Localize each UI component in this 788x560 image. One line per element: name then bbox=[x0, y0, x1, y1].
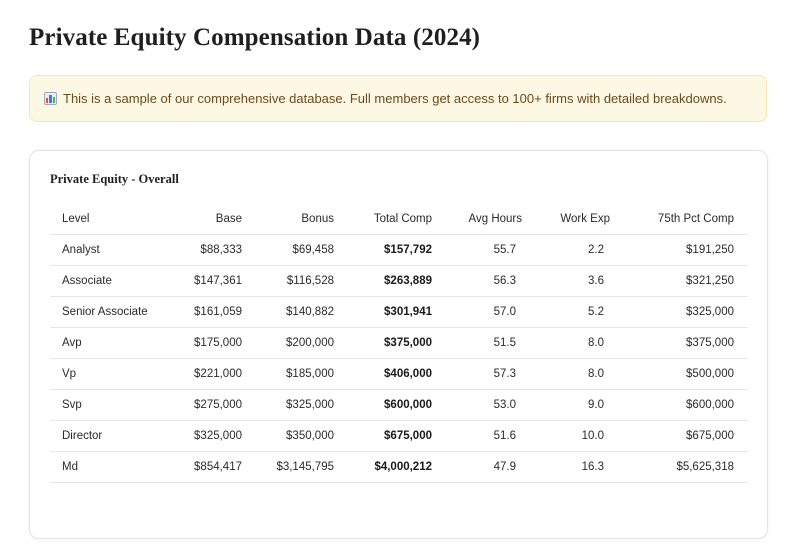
base-cell: $275,000 bbox=[170, 389, 252, 421]
compensation-card: Private Equity - Overall Level Base Bonu… bbox=[29, 150, 768, 539]
avg-hours-cell: 51.5 bbox=[442, 327, 532, 359]
base-cell: $221,000 bbox=[170, 358, 252, 390]
table-row: Md $854,417 $3,145,795 $4,000,212 47.9 16.3 $5… bbox=[50, 451, 748, 483]
page-title: Private Equity Compensation Data (2024) bbox=[29, 24, 481, 51]
total-comp-cell: $675,000 bbox=[344, 420, 442, 452]
table-row: Avp $175,000 $200,000 $375,000 51.5 8.0 $375,0… bbox=[50, 327, 748, 359]
column-header-level: Level bbox=[50, 204, 170, 235]
bonus-cell: $325,000 bbox=[252, 389, 344, 421]
table-row: Senior Associate $161,059 $140,882 $301,941… bbox=[50, 296, 748, 328]
column-header-base: Base bbox=[170, 204, 252, 235]
avg-hours-cell: 56.3 bbox=[442, 265, 532, 297]
bonus-cell: $200,000 bbox=[252, 327, 344, 359]
work-exp-cell: 10.0 bbox=[532, 420, 620, 452]
level-cell: Vp bbox=[50, 358, 170, 390]
p75-comp-cell: $321,250 bbox=[620, 265, 748, 297]
total-comp-cell: $4,000,212 bbox=[344, 451, 442, 483]
avg-hours-cell: 53.0 bbox=[442, 389, 532, 421]
p75-comp-cell: $325,000 bbox=[620, 296, 748, 328]
base-cell: $88,333 bbox=[170, 234, 252, 266]
base-cell: $161,059 bbox=[170, 296, 252, 328]
base-cell: $854,417 bbox=[170, 451, 252, 483]
p75-comp-cell: $675,000 bbox=[620, 420, 748, 452]
p75-comp-cell: $500,000 bbox=[620, 358, 748, 390]
level-cell: Md bbox=[50, 451, 170, 483]
work-exp-cell: 8.0 bbox=[532, 327, 620, 359]
avg-hours-cell: 57.3 bbox=[442, 358, 532, 390]
sample-notice-banner: This is a sample of our comprehensive da… bbox=[29, 75, 767, 122]
table-row: Director $325,000 $350,000 $675,000 51.6 10.0… bbox=[50, 420, 748, 452]
level-cell: Director bbox=[50, 420, 170, 452]
bonus-cell: $185,000 bbox=[252, 358, 344, 390]
work-exp-cell: 3.6 bbox=[532, 265, 620, 297]
p75-comp-cell: $5,625,318 bbox=[620, 451, 748, 483]
card-title: Private Equity - Overall bbox=[50, 172, 179, 186]
column-header-total-comp: Total Comp bbox=[344, 204, 442, 235]
base-cell: $147,361 bbox=[170, 265, 252, 297]
total-comp-cell: $600,000 bbox=[344, 389, 442, 421]
table-header-row: Level Base Bonus Total Comp Avg Hours Wo… bbox=[50, 204, 748, 235]
total-comp-cell: $406,000 bbox=[344, 358, 442, 390]
work-exp-cell: 5.2 bbox=[532, 296, 620, 328]
total-comp-cell: $157,792 bbox=[344, 234, 442, 266]
total-comp-cell: $301,941 bbox=[344, 296, 442, 328]
p75-comp-cell: $375,000 bbox=[620, 327, 748, 359]
level-cell: Analyst bbox=[50, 234, 170, 266]
table-body: Analyst $88,333 $69,458 $157,792 55.7 2.2 $191… bbox=[50, 234, 748, 483]
p75-comp-cell: $191,250 bbox=[620, 234, 748, 266]
level-cell: Associate bbox=[50, 265, 170, 297]
work-exp-cell: 8.0 bbox=[532, 358, 620, 390]
work-exp-cell: 16.3 bbox=[532, 451, 620, 483]
table-row: Vp $221,000 $185,000 $406,000 57.3 8.0 $500,00… bbox=[50, 358, 748, 390]
avg-hours-cell: 51.6 bbox=[442, 420, 532, 452]
bonus-cell: $140,882 bbox=[252, 296, 344, 328]
level-cell: Avp bbox=[50, 327, 170, 359]
table-row: Analyst $88,333 $69,458 $157,792 55.7 2.2 $191… bbox=[50, 234, 748, 266]
avg-hours-cell: 47.9 bbox=[442, 451, 532, 483]
bar-chart-icon bbox=[44, 92, 57, 105]
avg-hours-cell: 55.7 bbox=[442, 234, 532, 266]
level-cell: Svp bbox=[50, 389, 170, 421]
bonus-cell: $69,458 bbox=[252, 234, 344, 266]
table-row: Svp $275,000 $325,000 $600,000 53.0 9.0 $600,0… bbox=[50, 389, 748, 421]
column-header-work-exp: Work Exp bbox=[532, 204, 620, 235]
base-cell: $175,000 bbox=[170, 327, 252, 359]
work-exp-cell: 2.2 bbox=[532, 234, 620, 266]
bonus-cell: $3,145,795 bbox=[252, 451, 344, 483]
compensation-table: Level Base Bonus Total Comp Avg Hours Wo… bbox=[50, 204, 748, 483]
column-header-avg-hours: Avg Hours bbox=[442, 204, 532, 235]
base-cell: $325,000 bbox=[170, 420, 252, 452]
column-header-bonus: Bonus bbox=[252, 204, 344, 235]
column-header-75th-pct-comp: 75th Pct Comp bbox=[620, 204, 748, 235]
table-row: Associate $147,361 $116,528 $263,889 56.3 3.6… bbox=[50, 265, 748, 297]
bonus-cell: $350,000 bbox=[252, 420, 344, 452]
bonus-cell: $116,528 bbox=[252, 265, 344, 297]
notice-text: This is a sample of our comprehensive da… bbox=[63, 91, 727, 106]
level-cell: Senior Associate bbox=[50, 296, 170, 328]
p75-comp-cell: $600,000 bbox=[620, 389, 748, 421]
work-exp-cell: 9.0 bbox=[532, 389, 620, 421]
total-comp-cell: $263,889 bbox=[344, 265, 442, 297]
total-comp-cell: $375,000 bbox=[344, 327, 442, 359]
avg-hours-cell: 57.0 bbox=[442, 296, 532, 328]
